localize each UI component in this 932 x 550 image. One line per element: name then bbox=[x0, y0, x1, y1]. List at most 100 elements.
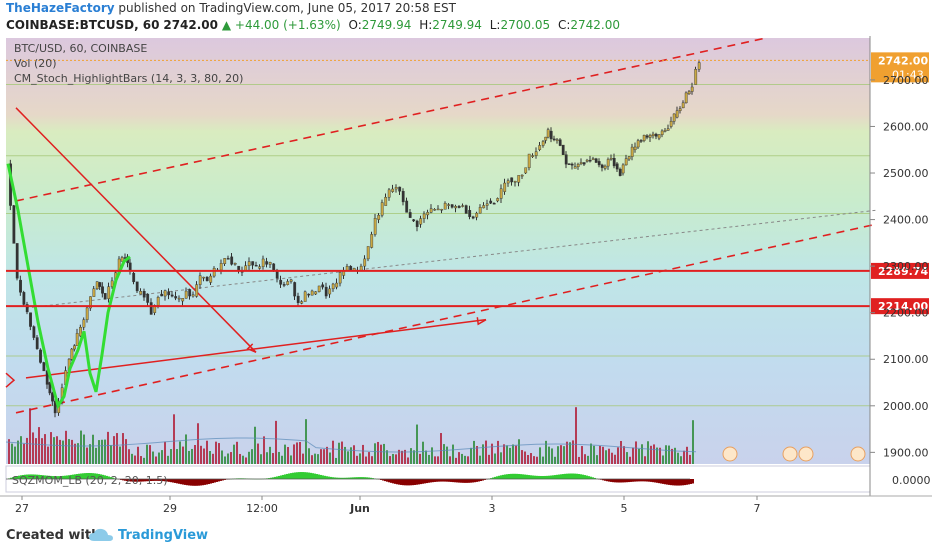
candle-body bbox=[478, 207, 482, 214]
momentum-bar bbox=[214, 479, 216, 483]
momentum-bar bbox=[38, 474, 40, 479]
momentum-bar bbox=[284, 474, 286, 479]
candle-body bbox=[633, 146, 637, 150]
volume-bar bbox=[197, 423, 199, 464]
candle-body bbox=[51, 392, 54, 402]
momentum-bar bbox=[514, 473, 516, 479]
x-tick-label: 29 bbox=[163, 502, 177, 515]
author-name[interactable]: TheHazeFactory bbox=[6, 1, 115, 15]
candle-body bbox=[579, 162, 583, 164]
volume-bar bbox=[212, 453, 214, 464]
volume-bar bbox=[428, 454, 430, 464]
momentum-bar bbox=[530, 475, 532, 479]
candle-body bbox=[247, 261, 251, 266]
event-icon[interactable] bbox=[798, 446, 814, 462]
event-icon[interactable] bbox=[782, 446, 798, 462]
volume-bar bbox=[125, 439, 127, 464]
event-icons[interactable] bbox=[722, 446, 866, 462]
tradingview-brand[interactable]: TradingView bbox=[118, 528, 209, 543]
candle-body bbox=[471, 216, 475, 219]
candle-body bbox=[468, 210, 472, 217]
volume-bar bbox=[521, 450, 523, 464]
momentum-bar bbox=[362, 477, 364, 479]
momentum-bar bbox=[388, 479, 390, 483]
y-tick-label: 2000.00 bbox=[883, 400, 929, 413]
candle-body bbox=[380, 202, 384, 216]
volume-bar bbox=[317, 454, 319, 464]
candle-body bbox=[289, 279, 293, 282]
candle-body bbox=[359, 265, 363, 271]
candle-body bbox=[570, 163, 574, 166]
trend-lines[interactable] bbox=[5, 37, 877, 414]
volume-bar bbox=[305, 419, 307, 464]
volume-bar bbox=[230, 452, 232, 464]
candle-body bbox=[191, 294, 195, 297]
volume-bar bbox=[602, 446, 604, 464]
volume-bar bbox=[164, 441, 166, 464]
momentum-bar bbox=[124, 479, 126, 481]
momentum-bar bbox=[678, 479, 680, 486]
momentum-bar bbox=[626, 479, 628, 483]
volume-bar bbox=[539, 447, 541, 464]
momentum-bar bbox=[200, 479, 202, 486]
volume-bar bbox=[431, 447, 433, 464]
volume-bar bbox=[182, 446, 184, 464]
volume-bar bbox=[8, 439, 10, 464]
momentum-bar bbox=[158, 479, 160, 481]
volume-bar bbox=[293, 444, 295, 464]
candle-body bbox=[177, 297, 181, 300]
momentum-bar bbox=[382, 479, 384, 481]
volume-bar bbox=[143, 457, 145, 464]
volume-bar bbox=[221, 450, 223, 464]
momentum-bar bbox=[534, 475, 536, 479]
volume-bar bbox=[548, 446, 550, 464]
candle-body bbox=[188, 289, 192, 297]
momentum-bar bbox=[580, 474, 582, 479]
momentum-bar bbox=[202, 479, 204, 486]
volume-bar bbox=[41, 438, 43, 464]
momentum-bar bbox=[90, 473, 92, 479]
candle-body bbox=[564, 154, 568, 165]
momentum-bar bbox=[410, 479, 412, 486]
volume-bar bbox=[488, 454, 490, 464]
momentum-bar bbox=[146, 479, 148, 482]
volume-bar bbox=[680, 456, 682, 464]
volume-bar bbox=[629, 456, 631, 464]
candle-body bbox=[534, 151, 538, 156]
momentum-bar bbox=[544, 475, 546, 479]
candle-body bbox=[70, 348, 74, 360]
candle-body bbox=[373, 218, 377, 235]
event-icon[interactable] bbox=[850, 446, 866, 462]
volume-bar bbox=[296, 442, 298, 464]
candle-body bbox=[621, 164, 625, 174]
volume-bar bbox=[32, 432, 34, 464]
volume-bar bbox=[659, 447, 661, 464]
volume-bar bbox=[86, 447, 88, 464]
momentum-bar bbox=[172, 479, 174, 483]
momentum-bar bbox=[560, 474, 562, 479]
momentum-bar bbox=[180, 479, 182, 485]
momentum-bar bbox=[72, 474, 74, 479]
momentum-bar bbox=[518, 473, 520, 479]
volume-bar bbox=[485, 440, 487, 464]
volume-bar bbox=[392, 453, 394, 464]
candle-body bbox=[223, 258, 227, 265]
x-axis-ticks: 27 29 12:00 Jun 3 5 7 bbox=[15, 496, 761, 515]
event-icon[interactable] bbox=[722, 446, 738, 462]
momentum-bar bbox=[466, 479, 468, 483]
candle-body bbox=[184, 290, 188, 299]
candle-body bbox=[555, 139, 559, 141]
y-tick-label: 2400.00 bbox=[883, 214, 929, 227]
volume-bar bbox=[113, 436, 115, 464]
volume-bar bbox=[563, 446, 565, 464]
volume-bar bbox=[119, 446, 121, 464]
momentum-bar bbox=[60, 476, 62, 479]
momentum-bar bbox=[344, 477, 346, 479]
momentum-bar bbox=[316, 474, 318, 479]
momentum-bar bbox=[224, 479, 226, 480]
volume-bar bbox=[515, 445, 517, 464]
grey-trend-line bbox=[25, 209, 877, 309]
momentum-bar bbox=[448, 479, 450, 482]
